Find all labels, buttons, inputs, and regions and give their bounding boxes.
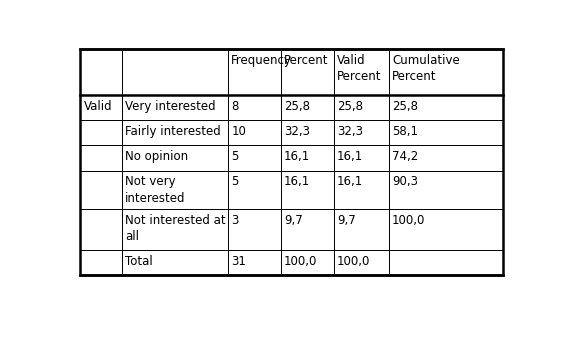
Bar	[122, 49, 228, 95]
Bar	[389, 209, 503, 250]
Text: Percent: Percent	[284, 54, 329, 67]
Bar	[281, 145, 333, 170]
Bar	[333, 49, 389, 95]
Bar	[122, 170, 228, 209]
Bar	[122, 145, 228, 170]
Text: 25,8: 25,8	[392, 100, 418, 113]
Bar	[228, 170, 281, 209]
Text: Not interested at
all: Not interested at all	[125, 214, 226, 243]
Bar	[389, 145, 503, 170]
Text: Frequency: Frequency	[231, 54, 292, 67]
Bar	[228, 209, 281, 250]
Bar	[333, 170, 389, 209]
Text: 100,0: 100,0	[337, 255, 370, 268]
Text: Fairly interested: Fairly interested	[125, 125, 221, 138]
Text: 58,1: 58,1	[392, 125, 418, 138]
Text: 90,3: 90,3	[392, 175, 418, 188]
Bar	[228, 250, 281, 275]
Bar	[281, 170, 333, 209]
Text: 31: 31	[231, 255, 246, 268]
Bar	[80, 250, 122, 275]
Text: Valid: Valid	[84, 100, 112, 113]
Bar	[228, 120, 281, 145]
Text: Total: Total	[125, 255, 153, 268]
Text: 5: 5	[231, 175, 238, 188]
Text: 16,1: 16,1	[284, 150, 310, 163]
Bar	[122, 95, 228, 120]
Bar	[80, 49, 503, 275]
Text: 16,1: 16,1	[337, 175, 363, 188]
Bar	[281, 95, 333, 120]
Bar	[80, 170, 122, 209]
Text: 25,8: 25,8	[284, 100, 310, 113]
Text: 32,3: 32,3	[284, 125, 310, 138]
Bar	[281, 49, 333, 95]
Text: 9,7: 9,7	[337, 214, 356, 227]
Bar	[389, 120, 503, 145]
Bar	[80, 120, 122, 145]
Bar	[333, 120, 389, 145]
Bar	[228, 95, 281, 120]
Bar	[389, 170, 503, 209]
Bar	[80, 209, 122, 250]
Text: 25,8: 25,8	[337, 100, 363, 113]
Bar	[333, 250, 389, 275]
Text: No opinion: No opinion	[125, 150, 188, 163]
Text: 9,7: 9,7	[284, 214, 303, 227]
Text: 10: 10	[231, 125, 246, 138]
Bar	[281, 250, 333, 275]
Text: 3: 3	[231, 214, 238, 227]
Text: 74,2: 74,2	[392, 150, 418, 163]
Bar	[333, 209, 389, 250]
Bar	[389, 95, 503, 120]
Bar	[281, 209, 333, 250]
Bar	[389, 49, 503, 95]
Text: Cumulative
Percent: Cumulative Percent	[392, 54, 460, 83]
Bar	[80, 95, 122, 120]
Text: 16,1: 16,1	[337, 150, 363, 163]
Text: Not very
interested: Not very interested	[125, 175, 186, 205]
Bar	[122, 209, 228, 250]
Text: 8: 8	[231, 100, 238, 113]
Bar	[80, 145, 122, 170]
Bar	[122, 120, 228, 145]
Text: 100,0: 100,0	[284, 255, 318, 268]
Bar	[333, 95, 389, 120]
Text: Very interested: Very interested	[125, 100, 216, 113]
Text: Valid
Percent: Valid Percent	[337, 54, 382, 83]
Text: 16,1: 16,1	[284, 175, 310, 188]
Bar	[281, 120, 333, 145]
Text: 32,3: 32,3	[337, 125, 363, 138]
Bar	[228, 49, 281, 95]
Bar	[333, 145, 389, 170]
Bar	[80, 49, 122, 95]
Bar	[389, 250, 503, 275]
Bar	[228, 145, 281, 170]
Text: 100,0: 100,0	[392, 214, 426, 227]
Bar	[122, 250, 228, 275]
Text: 5: 5	[231, 150, 238, 163]
